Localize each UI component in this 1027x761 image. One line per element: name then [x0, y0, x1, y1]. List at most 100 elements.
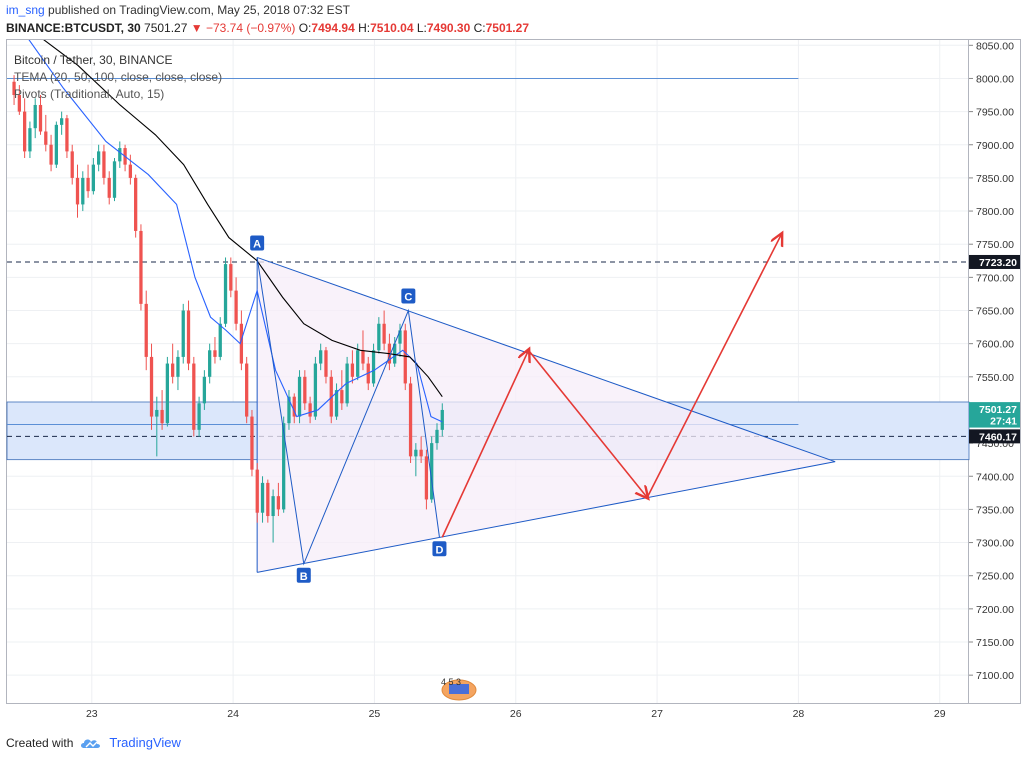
price-tick-label: 7250.00 [976, 571, 1014, 583]
price-tick-label: 7750.00 [976, 239, 1014, 251]
price-tick-label: 7900.00 [976, 140, 1014, 152]
price-tick-label: 7850.00 [976, 173, 1014, 185]
candle [60, 111, 64, 135]
candle [287, 390, 291, 430]
price-axis-badge [969, 413, 1020, 428]
candle [345, 356, 349, 407]
high-value: 7510.04 [370, 21, 414, 35]
price-tick-label: 7600.00 [976, 339, 1014, 351]
candle [382, 310, 386, 351]
price-tick-label: 7200.00 [976, 604, 1014, 616]
pattern-point-marker [432, 541, 447, 557]
author-link[interactable]: im_sng [6, 3, 45, 17]
candle [54, 121, 58, 168]
high-label: H: [358, 21, 371, 35]
candle [17, 85, 21, 115]
candle [12, 75, 16, 105]
candle [181, 303, 185, 364]
candle [303, 370, 307, 410]
projection-arrow [646, 234, 781, 498]
candle [186, 300, 191, 371]
time-tick-label: 23 [86, 708, 98, 720]
price-axis-badge [969, 254, 1020, 269]
candle [128, 154, 133, 185]
candle [414, 443, 418, 477]
price-tick-label: 7700.00 [976, 272, 1014, 284]
candle [245, 356, 249, 424]
candle [408, 376, 413, 463]
candle [393, 337, 397, 367]
candle [371, 343, 376, 387]
abcd-pattern-line [256, 257, 440, 566]
events-badge[interactable]: 4 5 3 [441, 677, 462, 687]
candle [398, 323, 402, 357]
candle [430, 436, 434, 503]
candle [260, 476, 265, 523]
candle [144, 290, 148, 371]
candle [334, 383, 339, 420]
candle [229, 257, 233, 298]
last-price: 7501.27 [144, 21, 188, 35]
legend-symbol: Bitcoin / Tether, 30, BINANCE [14, 53, 173, 67]
candle [165, 356, 170, 427]
price-axis-badge [969, 402, 1020, 417]
candle [28, 121, 32, 159]
candle [308, 396, 312, 424]
time-tick-label: 24 [227, 708, 239, 720]
price-axis-badge-label: 7501.27 [979, 404, 1017, 416]
price-tick-label: 8000.00 [976, 73, 1014, 85]
price-tick-label: 7800.00 [976, 206, 1014, 218]
candle [213, 337, 217, 364]
tema-fast-line [28, 40, 443, 423]
tradingview-brand-link[interactable]: TradingView [109, 735, 181, 750]
price-axis[interactable] [968, 39, 1021, 704]
price-axis-badge [969, 429, 1020, 444]
candle [160, 390, 164, 430]
candle [81, 171, 85, 212]
candle [218, 317, 222, 361]
candle [202, 370, 207, 410]
low-label: L: [416, 21, 427, 35]
candle [435, 423, 439, 450]
price-axis-badge-label: 7723.20 [979, 257, 1017, 269]
symbol-ticker: BINANCE:BTCUSDT, 30 [6, 21, 141, 35]
candle [49, 134, 53, 172]
price-tick-label: 7400.00 [976, 471, 1014, 483]
candle [319, 343, 323, 371]
pattern-point-label: C [404, 292, 412, 304]
chart-pane[interactable] [6, 39, 969, 704]
candle [377, 317, 381, 354]
candle [276, 482, 281, 517]
pattern-point-marker [250, 235, 265, 251]
candle [440, 403, 444, 437]
quote-line: BINANCE:BTCUSDT, 30 7501.27 ▼ −73.74 (−0… [6, 21, 529, 35]
candle [250, 409, 254, 477]
candle [424, 449, 429, 510]
candle [134, 174, 138, 238]
candle [350, 350, 355, 384]
price-change: ▼ −73.74 (−0.97%) [190, 21, 296, 35]
pattern-point-marker [296, 567, 311, 583]
tema-slow-line [43, 40, 443, 398]
footer: Created with TradingView [6, 735, 181, 750]
candle [297, 370, 302, 424]
candle [255, 462, 259, 523]
candle [91, 158, 96, 195]
candle [123, 144, 127, 172]
candle [271, 489, 275, 543]
candle [266, 479, 270, 523]
triangle-lower-line [257, 461, 836, 573]
candle [38, 95, 43, 135]
candle [324, 346, 328, 384]
created-with-text: Created with [6, 735, 74, 750]
candle [23, 98, 27, 159]
legend-tema: TEMA (20, 50, 100, close, close, close) [14, 70, 223, 84]
candle [176, 350, 180, 391]
candle [112, 158, 117, 202]
pattern-point-label: B [300, 571, 308, 583]
pattern-point-label: D [435, 544, 443, 556]
candle [192, 356, 196, 437]
candle [171, 343, 175, 384]
candle [313, 356, 318, 420]
